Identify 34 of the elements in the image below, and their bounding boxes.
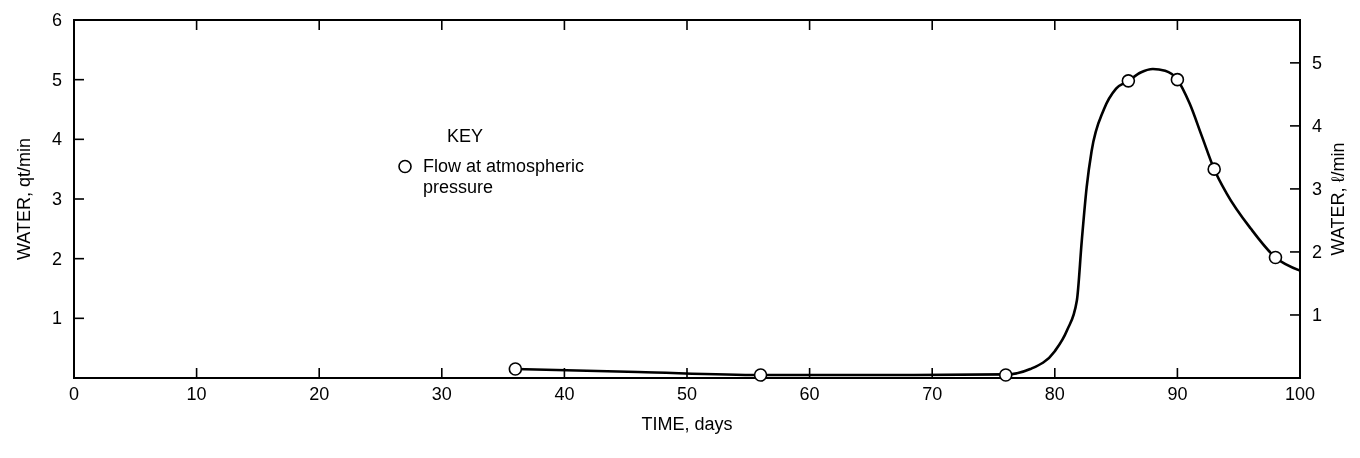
x-axis-title: TIME, days — [641, 414, 733, 434]
point — [1121, 74, 1136, 88]
y-tick-label: 1 — [51, 308, 62, 329]
x-tick-label: 50 — [676, 384, 698, 404]
point — [1268, 250, 1283, 265]
x-tick-label: 0 — [68, 384, 80, 404]
x-tick-label: 80 — [1044, 384, 1065, 404]
y2-tick-label: 5 — [1312, 52, 1323, 73]
x-tick-label: 40 — [554, 384, 575, 404]
point — [508, 362, 523, 376]
y2-tick-label: 1 — [1312, 304, 1323, 325]
point — [998, 368, 1013, 382]
point — [753, 368, 768, 382]
y-tick-label: 6 — [51, 10, 62, 30]
x-tick-label: 30 — [431, 384, 452, 404]
point — [1207, 162, 1221, 176]
legend-label: Flow at atmospheric pressure — [423, 156, 585, 198]
y-tick-label: 5 — [51, 69, 62, 90]
y2-tick-label: 2 — [1312, 241, 1323, 262]
y-tick-label: 3 — [51, 189, 62, 209]
y-tick-label: 4 — [51, 129, 62, 150]
x-tick-label: 60 — [799, 384, 820, 404]
y-tick-label: 2 — [51, 248, 62, 269]
x-tick-label: 10 — [186, 384, 207, 404]
y-axis-title: WATER, qt/min — [14, 137, 34, 261]
y2-tick-label: 3 — [1312, 178, 1323, 199]
x-tick-label: 70 — [922, 384, 943, 404]
y2-axis-title: WATER, ℓ/min — [1328, 142, 1348, 256]
x-tick-label: 100 — [1284, 384, 1316, 404]
point — [1170, 72, 1185, 87]
x-tick-label: 90 — [1167, 384, 1188, 404]
legend-title: KEY — [447, 126, 484, 147]
x-tick-label: 20 — [309, 384, 330, 404]
y2-tick-label: 4 — [1312, 115, 1323, 136]
